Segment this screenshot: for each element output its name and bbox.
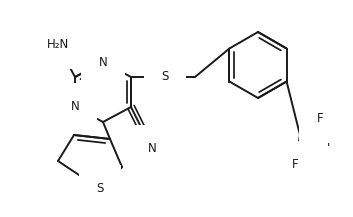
Text: N: N xyxy=(148,143,156,156)
Text: F: F xyxy=(317,112,323,125)
Text: S: S xyxy=(96,182,104,196)
Text: F: F xyxy=(292,158,298,171)
Text: H₂N: H₂N xyxy=(47,38,69,51)
Text: S: S xyxy=(161,71,169,84)
Text: N: N xyxy=(98,56,107,69)
Text: F: F xyxy=(327,135,333,148)
Text: N: N xyxy=(71,100,79,113)
